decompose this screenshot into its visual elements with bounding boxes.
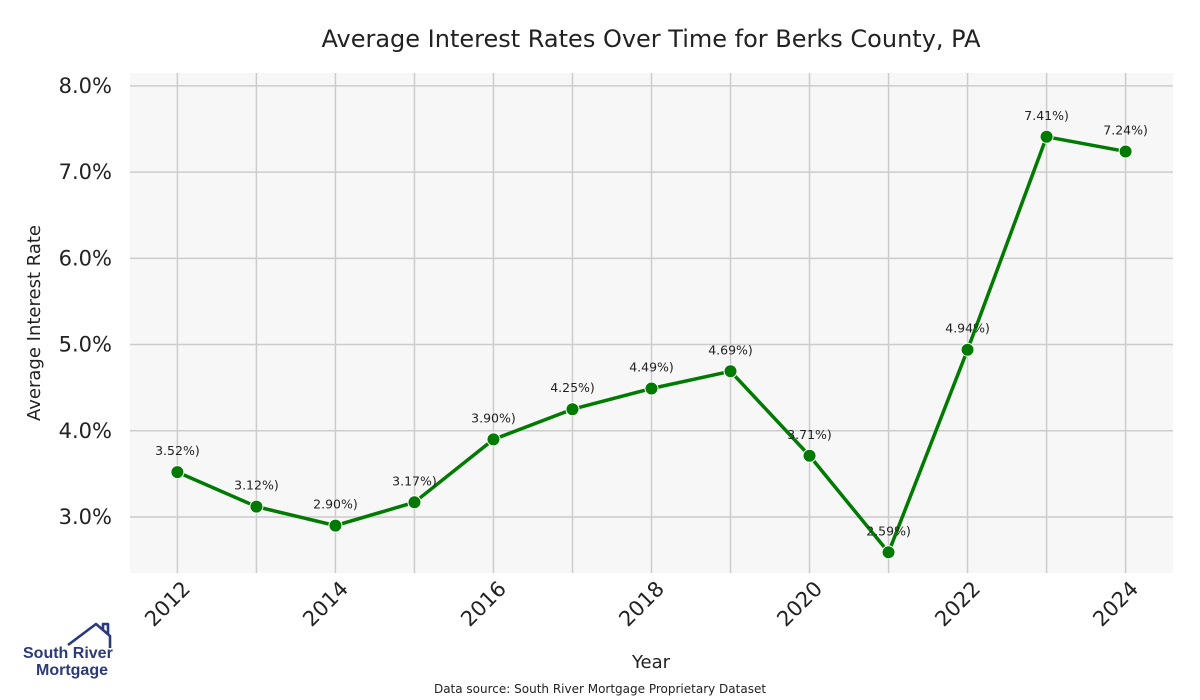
x-tick-label: 2022 bbox=[930, 577, 985, 632]
data-point bbox=[565, 402, 580, 417]
x-axis-label: Year bbox=[631, 652, 671, 673]
logo-line2: Mortgage bbox=[36, 662, 108, 679]
data-label: 3.71%) bbox=[787, 427, 832, 442]
data-label: 2.90%) bbox=[313, 497, 358, 512]
data-label: 4.49%) bbox=[629, 360, 674, 375]
data-point bbox=[723, 364, 738, 379]
house-icon bbox=[67, 622, 112, 648]
y-tick-label: 3.0% bbox=[59, 505, 112, 529]
data-label: 7.24%) bbox=[1103, 122, 1148, 137]
chart-title: Average Interest Rates Over Time for Ber… bbox=[321, 25, 981, 53]
x-axis-ticks: 2012 2014 2016 2018 2020 2022 2024 bbox=[140, 577, 1143, 632]
x-tick-label: 2020 bbox=[772, 577, 827, 632]
data-label: 2.59%) bbox=[866, 523, 911, 538]
data-point bbox=[170, 465, 185, 480]
data-label: 4.69%) bbox=[708, 342, 753, 357]
data-point bbox=[328, 518, 343, 533]
data-points bbox=[170, 129, 1133, 560]
y-tick-label: 4.0% bbox=[59, 419, 112, 443]
x-tick-label: 2016 bbox=[456, 577, 511, 632]
data-point bbox=[1039, 129, 1054, 144]
data-label: 3.90%) bbox=[471, 410, 516, 425]
x-tick-label: 2024 bbox=[1088, 577, 1143, 632]
data-label: 4.25%) bbox=[550, 380, 595, 395]
grid bbox=[130, 73, 1173, 573]
data-point bbox=[1118, 144, 1133, 159]
x-tick-label: 2018 bbox=[614, 577, 669, 632]
source-note: Data source: South River Mortgage Propri… bbox=[434, 682, 766, 696]
data-point bbox=[249, 499, 264, 514]
data-point bbox=[960, 342, 975, 357]
data-label: 3.52%) bbox=[155, 443, 200, 458]
y-tick-label: 8.0% bbox=[59, 74, 112, 98]
data-labels: 3.52%) 3.12%) 2.90%) 3.17%) 3.90%) 4.25%) 4.49… bbox=[155, 108, 1148, 539]
logo-line1: South River bbox=[23, 645, 113, 662]
company-logo: South River Mortgage bbox=[23, 622, 113, 679]
y-tick-label: 7.0% bbox=[59, 160, 112, 184]
data-point bbox=[486, 432, 501, 447]
data-point bbox=[644, 381, 659, 396]
y-axis-ticks: 3.0% 4.0% 5.0% 6.0% 7.0% 8.0% bbox=[59, 74, 112, 529]
data-point bbox=[802, 448, 817, 463]
y-tick-label: 6.0% bbox=[59, 246, 112, 270]
x-tick-label: 2012 bbox=[140, 577, 195, 632]
data-label: 4.94%) bbox=[945, 321, 990, 336]
data-label: 3.17%) bbox=[392, 473, 437, 488]
data-label: 7.41%) bbox=[1024, 108, 1069, 123]
data-label: 3.12%) bbox=[234, 478, 279, 493]
data-point bbox=[881, 545, 896, 560]
y-axis-label: Average Interest Rate bbox=[24, 225, 45, 421]
x-tick-label: 2014 bbox=[298, 577, 353, 632]
data-point bbox=[407, 495, 422, 510]
y-tick-label: 5.0% bbox=[59, 333, 112, 357]
